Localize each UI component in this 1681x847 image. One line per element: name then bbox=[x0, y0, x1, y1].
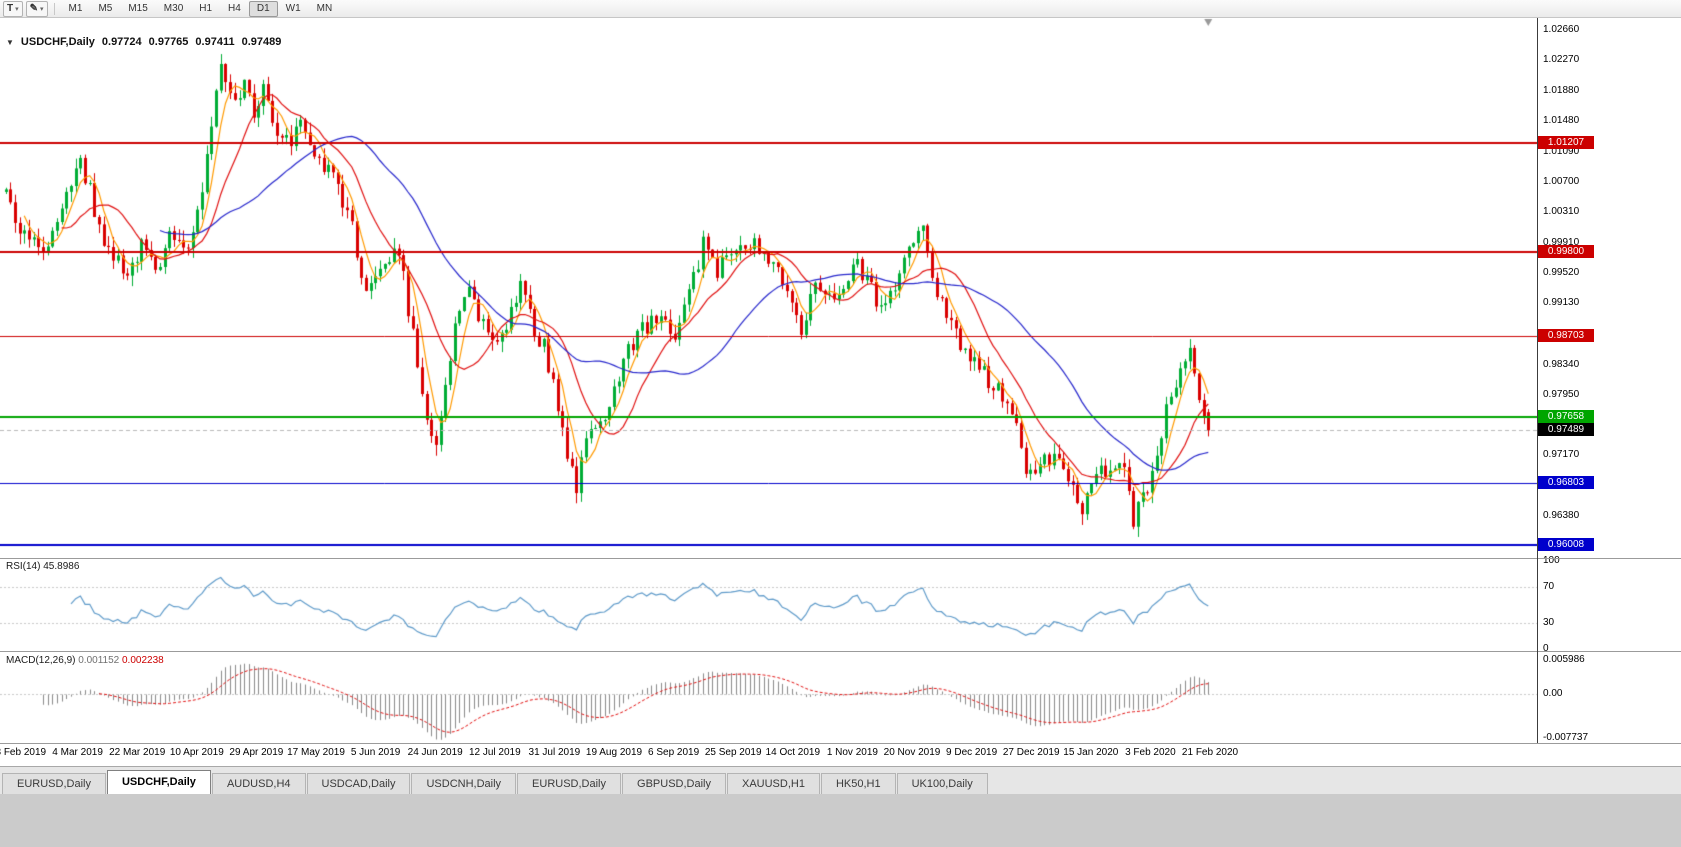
chart-tab-hk50-h1[interactable]: HK50,H1 bbox=[820, 773, 896, 795]
status-area bbox=[0, 794, 1681, 847]
price-axis-label: 1.02270 bbox=[1543, 54, 1580, 66]
price-axis-label: 0.97170 bbox=[1543, 449, 1580, 461]
date-axis-label: 14 Oct 2019 bbox=[765, 747, 821, 758]
ohlc-high-value: 0.97765 bbox=[148, 36, 189, 48]
date-axis-label: 13 Feb 2019 bbox=[0, 747, 47, 758]
draw-tool-button[interactable]: ✎ ▾ bbox=[25, 0, 48, 17]
price-axis-label: 1.00310 bbox=[1543, 206, 1580, 218]
macd-signal-value: 0.002238 bbox=[122, 655, 164, 666]
timeframe-buttons: M1 M5 M15 M30 H1 H4 D1 W1 MN bbox=[61, 0, 341, 17]
ohlc-close-value: 0.97489 bbox=[241, 36, 282, 48]
date-axis-label: 6 Sep 2019 bbox=[648, 747, 700, 758]
date-axis-separator bbox=[0, 743, 1681, 744]
chart-tab-eurusd-daily[interactable]: EURUSD,Daily bbox=[2, 773, 106, 795]
timeframe-button-m15[interactable]: M15 bbox=[128, 2, 148, 14]
current-price-tag: 0.97489 bbox=[1538, 423, 1594, 437]
timeframe-button-d1[interactable]: D1 bbox=[248, 0, 278, 17]
price-axis-label: 0.96380 bbox=[1543, 510, 1580, 522]
chart-tab-xauusd-h1[interactable]: XAUUSD,H1 bbox=[726, 773, 820, 795]
chart-tab-audusd-h4[interactable]: AUDUSD,H4 bbox=[211, 773, 306, 795]
rsi-value: 45.8986 bbox=[43, 561, 80, 572]
price-level-tag: 0.99800 bbox=[1538, 244, 1594, 258]
price-axis-label: 1.01480 bbox=[1543, 115, 1580, 127]
date-axis-label: 29 Apr 2019 bbox=[229, 747, 284, 758]
price-level-tag: 0.97658 bbox=[1538, 410, 1594, 424]
rsi-axis-label: 0 bbox=[1543, 643, 1549, 654]
price-axis-label: 0.97950 bbox=[1543, 388, 1580, 400]
date-axis-label: 19 Aug 2019 bbox=[585, 747, 643, 758]
date-axis-label: 21 Feb 2020 bbox=[1181, 747, 1239, 758]
rsi-name: RSI(14) bbox=[6, 561, 41, 572]
ohlc-open-value: 0.97724 bbox=[101, 36, 142, 48]
collapse-triangle-icon[interactable]: ▼ bbox=[6, 37, 14, 47]
macd-main-value: 0.001152 bbox=[78, 655, 120, 666]
chart-tab-eurusd-daily[interactable]: EURUSD,Daily bbox=[517, 773, 622, 795]
chart-tab-uk100-daily[interactable]: UK100,Daily bbox=[896, 773, 988, 795]
timeframe-button-w1[interactable]: W1 bbox=[285, 2, 301, 14]
date-axis-label: 5 Jun 2019 bbox=[350, 747, 401, 758]
price-axis-label: 0.99520 bbox=[1543, 267, 1580, 279]
date-axis-label: 25 Sep 2019 bbox=[704, 747, 762, 758]
chevron-down-icon: ▾ bbox=[15, 5, 19, 13]
timeframe-button-m1[interactable]: M1 bbox=[68, 2, 83, 14]
price-level-tag: 0.96803 bbox=[1538, 476, 1594, 490]
toolbar-separator bbox=[53, 2, 55, 15]
chart-tab-bar: EURUSD,Daily USDCHF,Daily AUDUSD,H4 USDCAD,… bbox=[0, 766, 1681, 795]
date-axis-label: 9 Dec 2019 bbox=[946, 747, 998, 758]
timeframe-button-m5[interactable]: M5 bbox=[98, 2, 113, 14]
chart-tab-usdcnh-daily[interactable]: USDCNH,Daily bbox=[411, 773, 517, 795]
text-tool-button[interactable]: T ▾ bbox=[3, 0, 23, 17]
date-axis-label: 10 Apr 2019 bbox=[169, 747, 224, 758]
price-axis-label: 1.01880 bbox=[1543, 84, 1580, 96]
date-axis-label: 17 May 2019 bbox=[287, 747, 345, 758]
price-chart-canvas[interactable] bbox=[0, 17, 1537, 743]
timeframe-button-m30[interactable]: M30 bbox=[163, 2, 184, 14]
rsi-axis-label: 100 bbox=[1543, 555, 1560, 566]
chart-header: ▼ USDCHF,Daily 0.97724 0.97765 0.97411 0… bbox=[6, 36, 281, 48]
macd-name: MACD(12,26,9) bbox=[6, 655, 76, 666]
top-toolbar: T ▾ ✎ ▾ M1 M5 M15 M30 H1 H4 D1 W1 MN bbox=[0, 0, 1681, 18]
date-axis-label: 22 Mar 2019 bbox=[109, 747, 166, 758]
macd-axis-label: 0.00 bbox=[1543, 687, 1563, 699]
ohlc-low-value: 0.97411 bbox=[195, 36, 235, 48]
date-axis-label: 1 Nov 2019 bbox=[826, 747, 878, 758]
rsi-panel-separator[interactable] bbox=[0, 558, 1681, 559]
date-axis-label: 4 Mar 2019 bbox=[52, 747, 103, 758]
price-level-tag: 0.96008 bbox=[1538, 537, 1594, 551]
rsi-axis-label: 30 bbox=[1543, 616, 1555, 628]
price-axis-label: 0.98340 bbox=[1543, 358, 1580, 370]
symbol-period-label: USDCHF,Daily bbox=[20, 36, 95, 48]
pencil-icon: ✎ bbox=[29, 2, 39, 14]
date-axis-label: 20 Nov 2019 bbox=[883, 747, 941, 758]
timeframe-button-mn[interactable]: MN bbox=[316, 2, 333, 14]
date-axis-label: 31 Jul 2019 bbox=[528, 747, 581, 758]
price-axis-label: 0.99130 bbox=[1543, 297, 1580, 309]
rsi-axis-label: 70 bbox=[1543, 581, 1555, 593]
macd-axis-label: -0.007737 bbox=[1543, 732, 1589, 744]
date-axis-label: 27 Dec 2019 bbox=[1002, 747, 1060, 758]
date-axis-label: 3 Feb 2020 bbox=[1125, 747, 1176, 758]
chevron-down-icon: ▾ bbox=[40, 5, 44, 13]
price-level-tag: 1.01207 bbox=[1538, 135, 1594, 149]
price-axis-label: 1.01090 bbox=[1543, 145, 1580, 157]
macd-panel-separator[interactable] bbox=[0, 651, 1681, 652]
rsi-indicator-label: RSI(14) 45.8986 bbox=[6, 561, 79, 572]
price-axis-label: 1.00700 bbox=[1543, 175, 1580, 187]
price-axis-border bbox=[1537, 17, 1538, 743]
timeframe-button-h4[interactable]: H4 bbox=[228, 2, 241, 14]
chart-tab-usdchf-daily[interactable]: USDCHF,Daily bbox=[106, 770, 211, 795]
macd-indicator-label: MACD(12,26,9) 0.001152 0.002238 bbox=[6, 655, 164, 666]
macd-axis-label: 0.005986 bbox=[1543, 653, 1585, 665]
chart-tab-usdcad-daily[interactable]: USDCAD,Daily bbox=[306, 773, 411, 795]
price-axis-label: 1.02660 bbox=[1543, 24, 1580, 36]
date-axis-label: 12 Jul 2019 bbox=[468, 747, 521, 758]
chart-tab-gbpusd-daily[interactable]: GBPUSD,Daily bbox=[622, 773, 726, 795]
timeframe-button-h1[interactable]: H1 bbox=[199, 2, 213, 14]
price-level-tag: 0.98703 bbox=[1538, 329, 1594, 343]
price-axis-label: 0.99910 bbox=[1543, 236, 1580, 248]
text-tool-icon: T bbox=[7, 2, 14, 14]
date-axis-label: 24 Jun 2019 bbox=[407, 747, 463, 758]
date-axis-label: 15 Jan 2020 bbox=[1063, 747, 1119, 758]
